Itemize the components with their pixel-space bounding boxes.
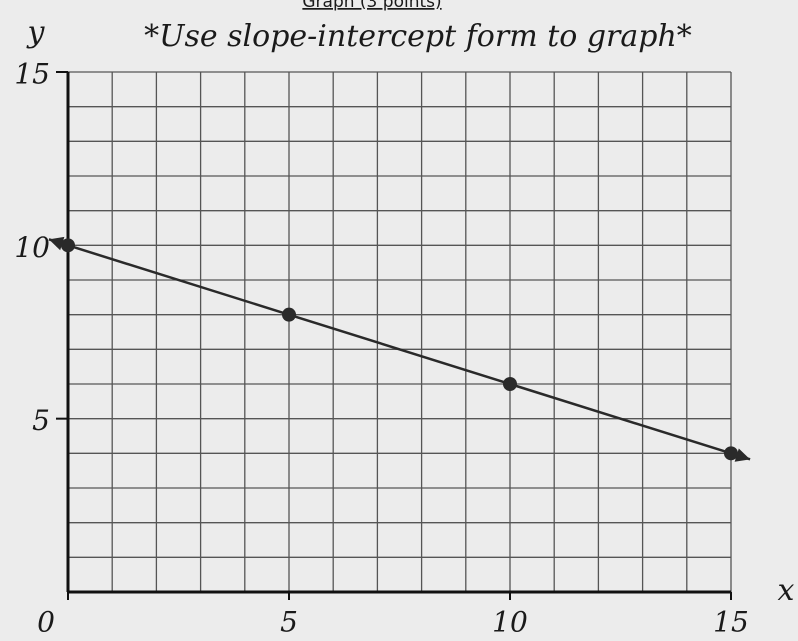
chart: Graph (3 points) *Use slope-intercept fo… <box>0 0 798 641</box>
x-tick-label: 10 <box>492 606 528 639</box>
x-axis-label: x <box>778 573 795 608</box>
y-axis-label: y <box>26 15 46 50</box>
chart-subtitle: *Use slope-intercept form to graph* <box>144 19 692 54</box>
point <box>282 308 296 322</box>
x-tick-label: 15 <box>713 606 749 639</box>
page: {"chart_data": {"type": "line", "title":… <box>0 0 798 641</box>
y-tick-label: 5 <box>32 404 50 437</box>
point <box>61 238 75 252</box>
point <box>503 377 517 391</box>
y-tick-label: 10 <box>14 231 50 264</box>
y-tick-label: 15 <box>14 58 50 91</box>
chart-title: Graph (3 points) <box>302 0 441 12</box>
x-tick-label: 0 <box>37 606 55 639</box>
point <box>724 446 738 460</box>
x-tick-label: 5 <box>280 606 298 639</box>
